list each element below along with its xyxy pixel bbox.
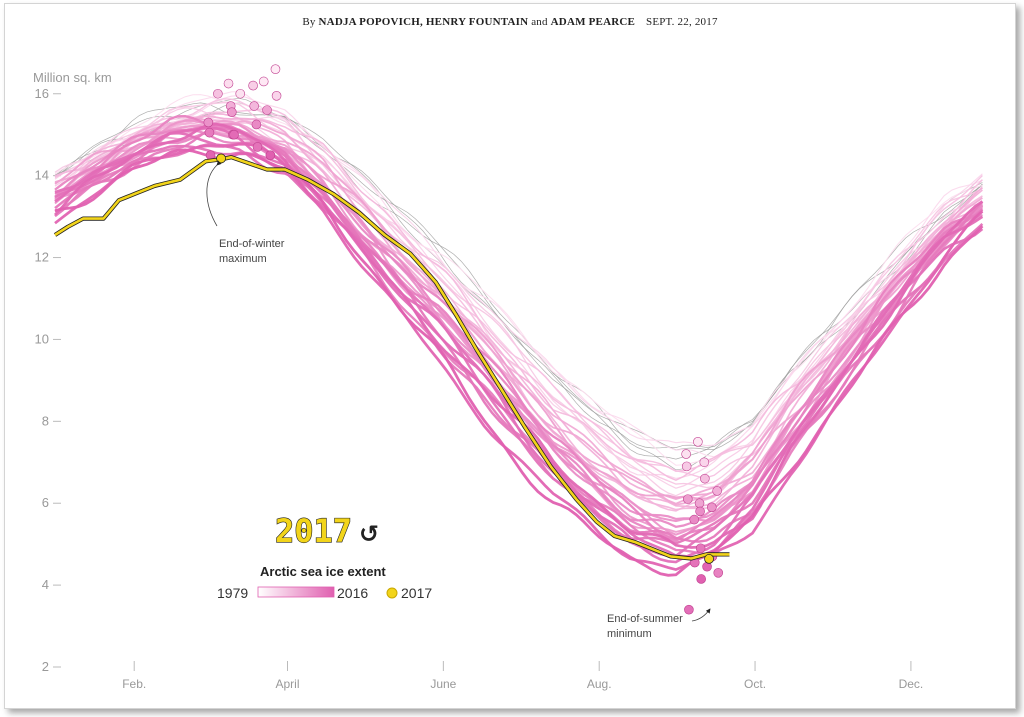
min-dot [713, 568, 724, 578]
historical-year-line [54, 112, 983, 508]
max-dot [248, 80, 258, 91]
max-dot [223, 78, 234, 89]
sea-ice-chart: Million sq. km 2 4 6 8 10 12 14 16 Feb. April Jun… [33, 64, 984, 691]
min-annotation-line1: End-of-summer [607, 613, 683, 625]
max-dot [229, 129, 239, 140]
min-annotation-line2: minimum [607, 628, 652, 640]
historical-year-line [54, 117, 983, 505]
max-dot [270, 64, 281, 74]
max-dot [251, 119, 262, 130]
min-dot [681, 461, 692, 472]
replay-icon[interactable]: ↺ [359, 520, 379, 548]
max-dot [203, 117, 214, 128]
historical-year-line [54, 102, 983, 449]
min-dot [689, 514, 700, 525]
historical-year-line [54, 102, 983, 471]
min-dot [695, 506, 705, 517]
legend-end-year: 2016 [337, 585, 368, 601]
historical-year-line [54, 126, 984, 543]
x-tick-label: April [275, 677, 299, 691]
current-year-line-path [54, 155, 730, 560]
min-dot [693, 436, 703, 447]
byline-authors-b: ADAM PEARCE [550, 16, 636, 28]
max-dot [213, 88, 223, 99]
byline-prefix: By [302, 16, 316, 28]
max-dot [249, 101, 259, 111]
x-tick-label: Oct. [744, 677, 766, 691]
min-dot [694, 498, 705, 509]
max-dot [235, 88, 246, 99]
x-tick-label: June [430, 677, 456, 691]
historical-year-line [54, 94, 983, 466]
legend-title: Arctic sea ice extent [260, 564, 386, 579]
max-dot [204, 127, 215, 138]
legend-current-dot [386, 587, 398, 599]
max-annotation-line2: maximum [219, 253, 267, 265]
max-annotation-arrow [206, 160, 222, 227]
x-tick-label: Aug. [587, 677, 612, 691]
byline-date: SEPT. 22, 2017 [646, 16, 718, 28]
historical-year-line [54, 115, 983, 506]
x-axis: Feb. April June Aug. Oct. Dec. [122, 661, 923, 691]
min-dot [707, 502, 717, 513]
x-tick-label: Dec. [899, 677, 924, 691]
y-tick-label: 14 [35, 168, 49, 183]
historical-year-line [54, 131, 984, 564]
y-tick-label: 10 [35, 331, 49, 346]
y-tick-label: 2 [42, 659, 49, 674]
max-dot [227, 107, 237, 117]
historical-year-line [54, 112, 983, 460]
y-axis-label: Million sq. km [33, 70, 112, 85]
legend-start-year: 1979 [217, 585, 248, 601]
historical-year-line [54, 148, 984, 577]
chart-frame: By NADJA POPOVICH, HENRY FOUNTAIN and AD… [4, 3, 1016, 709]
max-dot [271, 91, 282, 101]
current-year-line [53, 153, 730, 564]
min-dot [700, 473, 710, 484]
historical-year-line [54, 122, 983, 500]
current-year-display: 2017 [275, 512, 352, 550]
y-tick-label: 4 [42, 577, 49, 592]
y-tick-label: 16 [35, 86, 49, 101]
x-tick-label: Feb. [122, 677, 146, 691]
min-dot [695, 543, 706, 554]
current-year-min-dot [704, 554, 714, 564]
y-tick-label: 12 [35, 250, 49, 265]
y-tick-label: 8 [42, 413, 49, 428]
historical-year-lines [54, 91, 984, 577]
min-dot [681, 449, 691, 459]
byline: By NADJA POPOVICH, HENRY FOUNTAIN and AD… [5, 16, 1015, 28]
historical-year-line [54, 119, 983, 511]
min-dot [712, 486, 722, 496]
current-year-max-dot [216, 153, 226, 164]
historical-year-line [54, 122, 984, 523]
min-annotation-arrow [691, 608, 711, 622]
legend-current-year: 2017 [401, 585, 432, 601]
max-dot [265, 150, 276, 160]
max-dot [252, 142, 263, 152]
historical-year-line [54, 119, 984, 500]
y-tick-label: 6 [42, 495, 49, 510]
min-dot [684, 604, 694, 615]
min-dot [682, 494, 693, 504]
historical-year-line [54, 91, 983, 458]
byline-authors: NADJA POPOVICH, HENRY FOUNTAIN [318, 16, 529, 28]
y-axis: 2 4 6 8 10 12 14 16 [35, 86, 61, 674]
max-dot [262, 105, 272, 115]
min-dot [699, 457, 710, 468]
min-dot [696, 574, 706, 584]
max-annotation-line1: End-of-winter [219, 238, 285, 250]
byline-and: and [531, 16, 548, 28]
max-dot [258, 76, 269, 87]
historical-extreme-dots [203, 64, 724, 615]
historical-year-line [54, 94, 983, 447]
historical-year-line [54, 117, 983, 482]
legend-gradient-swatch [257, 586, 335, 598]
